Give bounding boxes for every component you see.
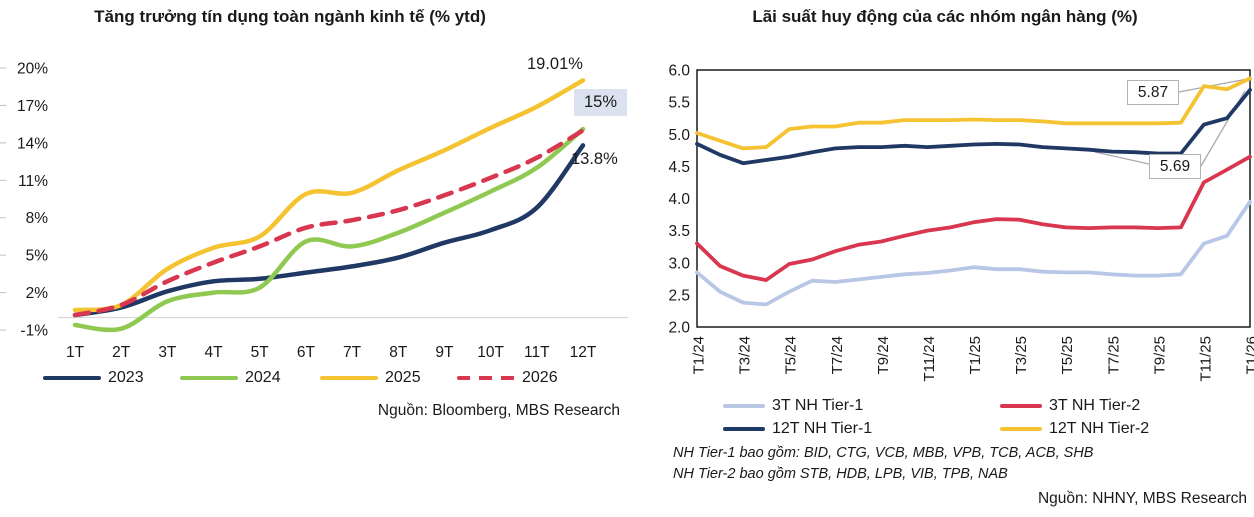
annotation-19-01-percent: 19.01%: [527, 55, 583, 73]
svg-text:T3/24: T3/24: [737, 336, 754, 374]
svg-text:4.5: 4.5: [668, 159, 690, 176]
svg-text:T5/25: T5/25: [1059, 336, 1076, 374]
svg-text:17%: 17%: [17, 98, 48, 115]
annotation-5-87: 5.87: [1127, 80, 1179, 105]
svg-text:4.0: 4.0: [668, 191, 690, 208]
line-swatch-12t-tier-1: [723, 426, 765, 432]
legend-label-2025: 2025: [385, 369, 421, 386]
svg-text:7T: 7T: [343, 344, 362, 361]
annotation-15-percent: 15%: [574, 89, 627, 116]
line-swatch-2023: [43, 375, 101, 381]
tier-2-composition-note: NH Tier-2 bao gồm STB, HDB, LPB, VIB, TP…: [673, 466, 1008, 482]
svg-text:T11/24: T11/24: [921, 336, 938, 382]
annotation-5-69: 5.69: [1149, 154, 1201, 179]
svg-text:10T: 10T: [477, 344, 504, 361]
line-swatch-2026-dashed: [457, 375, 515, 381]
svg-text:T5/24: T5/24: [783, 336, 800, 374]
svg-text:1T: 1T: [66, 344, 85, 361]
legend-label-3t-tier-1: 3T NH Tier-1: [772, 397, 864, 414]
legend-label-2023: 2023: [108, 369, 144, 386]
legend-label-2024: 2024: [245, 369, 281, 386]
legend-item-2024: 2024: [180, 369, 281, 387]
svg-text:6.0: 6.0: [668, 63, 690, 80]
svg-text:2%: 2%: [26, 285, 49, 302]
legend-item-2025: 2025: [320, 369, 421, 387]
svg-text:11%: 11%: [18, 173, 48, 190]
svg-text:T11/25: T11/25: [1197, 336, 1214, 382]
deposit-rates-plot: 6.0 5.5 5.0 4.5 4.0 3.5 3.0 2.5 2.0T1/24 T3/24 T5/…: [668, 63, 1254, 382]
svg-text:T7/25: T7/25: [1105, 336, 1122, 374]
line-swatch-3t-tier-2: [1000, 403, 1042, 409]
svg-text:T7/24: T7/24: [829, 336, 846, 374]
svg-text:3.5: 3.5: [668, 223, 690, 240]
svg-text:2.5: 2.5: [668, 287, 690, 304]
line-swatch-2024: [180, 375, 238, 381]
tier-1-composition-note: NH Tier-1 bao gồm: BID, CTG, VCB, MBB, V…: [673, 445, 1094, 461]
legend-item-12t-nh-tier-2: 12T NH Tier-2: [1000, 420, 1149, 438]
svg-text:T1/24: T1/24: [691, 336, 708, 374]
annotation-13-8-percent: 13.8%: [571, 150, 618, 168]
svg-text:T1/25: T1/25: [967, 336, 984, 374]
svg-text:9T: 9T: [435, 344, 454, 361]
svg-text:3.0: 3.0: [668, 255, 690, 272]
left-chart-source: Nguồn: Bloomberg, MBS Research: [377, 402, 620, 419]
svg-text:2.0: 2.0: [668, 320, 690, 337]
svg-text:5.0: 5.0: [668, 127, 690, 144]
deposit-rates-panel: Lãi suất huy động của các nhóm ngân hàng…: [640, 0, 1254, 517]
svg-text:T9/25: T9/25: [1151, 336, 1168, 374]
svg-text:5%: 5%: [26, 248, 49, 265]
svg-text:T3/25: T3/25: [1013, 336, 1030, 374]
legend-label-2026: 2026: [522, 369, 558, 386]
line-swatch-2025: [320, 375, 378, 381]
right-chart-title: Lãi suất huy động của các nhóm ngân hàng…: [752, 7, 1138, 26]
svg-text:6T: 6T: [297, 344, 316, 361]
legend-item-2023: 2023: [43, 369, 144, 387]
left-chart-title: Tăng trưởng tín dụng toàn ngành kinh tế …: [94, 7, 486, 26]
svg-text:8T: 8T: [389, 344, 408, 361]
legend-item-3t-nh-tier-2: 3T NH Tier-2: [1000, 397, 1140, 415]
svg-text:8%: 8%: [26, 210, 49, 227]
svg-text:T9/24: T9/24: [875, 336, 892, 374]
legend-item-12t-nh-tier-1: 12T NH Tier-1: [723, 420, 872, 438]
legend-label-3t-tier-2: 3T NH Tier-2: [1049, 397, 1141, 414]
svg-text:4T: 4T: [204, 344, 223, 361]
credit-growth-plot: 20% 17% 14% 11% 8% 5% 2% -1% 1T 2T 3T 4T 5T 6T 7T 8T 9T 1…: [0, 61, 628, 361]
legend-item-3t-nh-tier-1: 3T NH Tier-1: [723, 397, 863, 415]
svg-text:11T: 11T: [524, 344, 550, 361]
legend-item-2026: 2026: [457, 369, 558, 387]
svg-text:14%: 14%: [17, 135, 48, 152]
line-swatch-12t-tier-2: [1000, 426, 1042, 432]
credit-growth-panel: Tăng trưởng tín dụng toàn ngành kinh tế …: [0, 7, 628, 419]
svg-text:3T: 3T: [158, 344, 177, 361]
right-chart-source: Nguồn: NHNY, MBS Research: [1037, 490, 1247, 507]
svg-text:12T: 12T: [570, 344, 597, 361]
svg-text:5.5: 5.5: [668, 95, 690, 112]
line-swatch-3t-tier-1: [723, 403, 765, 409]
svg-text:-1%: -1%: [20, 322, 48, 339]
svg-text:20%: 20%: [17, 61, 48, 78]
svg-text:T1/26: T1/26: [1244, 336, 1254, 374]
svg-text:2T: 2T: [112, 344, 131, 361]
legend-label-12t-tier-1: 12T NH Tier-1: [772, 420, 873, 437]
svg-text:5T: 5T: [251, 344, 270, 361]
legend-label-12t-tier-2: 12T NH Tier-2: [1049, 420, 1150, 437]
